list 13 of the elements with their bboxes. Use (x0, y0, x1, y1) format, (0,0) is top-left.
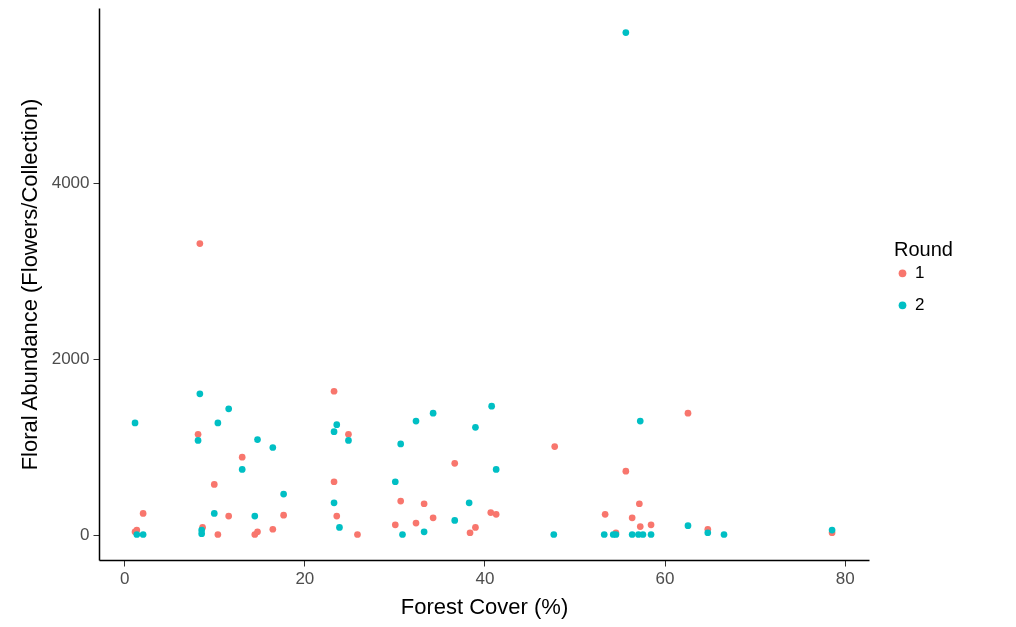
legend-title: Round (894, 237, 953, 260)
y-tick-label: 4000 (51, 173, 90, 193)
y-axis-title: Floral Abundance (Flowers/Collection) (16, 98, 42, 471)
x-tick-label: 60 (655, 568, 675, 588)
legend-label: 1 (915, 263, 925, 283)
legend-label: 2 (915, 295, 925, 315)
x-tick-label: 0 (119, 568, 130, 588)
y-tick-label: 0 (80, 525, 90, 545)
x-tick-label: 80 (835, 568, 855, 588)
y-tick-label: 2000 (51, 349, 90, 369)
x-tick-label: 40 (475, 568, 495, 588)
x-axis-title: Forest Cover (%) (400, 593, 569, 619)
x-tick-label: 20 (295, 568, 315, 588)
